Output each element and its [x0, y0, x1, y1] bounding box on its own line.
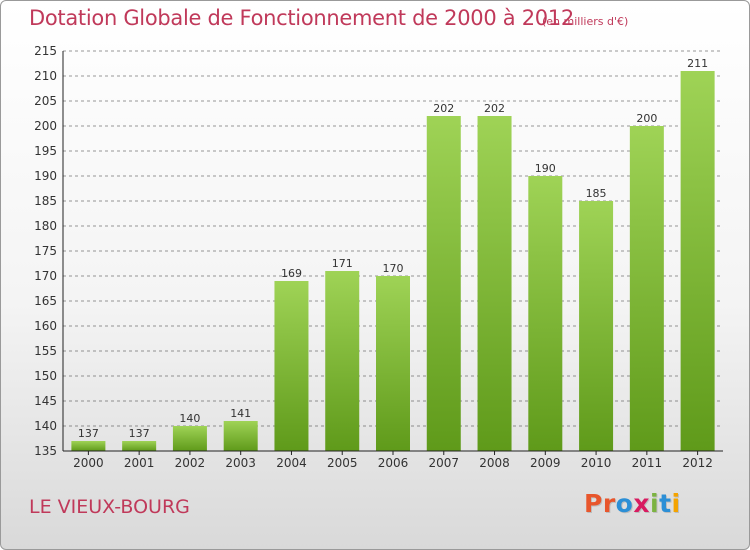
- bar: [274, 281, 309, 451]
- logo-letter: P: [584, 489, 603, 518]
- bar-value-label: 169: [281, 267, 302, 280]
- logo-letter: x: [633, 489, 650, 518]
- bar-value-label: 202: [484, 102, 505, 115]
- axes: 135 140 145 150 155 160 165 170 175 180 185 190 195 2…: [34, 44, 723, 470]
- bar-value-label: 170: [383, 262, 404, 275]
- y-tick-label: 165: [34, 294, 57, 308]
- bar: [172, 426, 207, 451]
- y-tick-label: 175: [34, 244, 57, 258]
- x-tick-label: 2001: [124, 456, 155, 470]
- bar: [629, 126, 664, 451]
- logo-letter: r: [602, 489, 616, 518]
- x-tick-label: 2006: [378, 456, 409, 470]
- logo-letter: i: [650, 489, 660, 518]
- logo-letter: i: [671, 489, 681, 518]
- x-tick-label: 2009: [530, 456, 561, 470]
- x-tick-label: 2008: [479, 456, 510, 470]
- y-tick-label: 210: [34, 69, 57, 83]
- y-tick-label: 150: [34, 369, 57, 383]
- bar-value-label: 137: [78, 427, 99, 440]
- bar-value-label: 211: [687, 57, 708, 70]
- y-tick-label: 155: [34, 344, 57, 358]
- y-tick-label: 205: [34, 94, 57, 108]
- bar: [680, 71, 715, 451]
- bar-value-label: 200: [636, 112, 657, 125]
- bar-value-label: 171: [332, 257, 353, 270]
- logo-letter: o: [615, 489, 634, 518]
- y-tick-label: 135: [34, 444, 57, 458]
- chart-subtitle: (en milliers d'€): [542, 15, 629, 28]
- y-tick-label: 185: [34, 194, 57, 208]
- x-tick-label: 2000: [73, 456, 104, 470]
- y-tick-label: 170: [34, 269, 57, 283]
- bar-value-label: 190: [535, 162, 556, 175]
- y-tick-label: 160: [34, 319, 57, 333]
- x-tick-label: 2004: [276, 456, 307, 470]
- x-tick-label: 2005: [327, 456, 358, 470]
- bar-value-label: 185: [586, 187, 607, 200]
- x-tick-label: 2010: [581, 456, 612, 470]
- bar: [122, 441, 157, 451]
- bar: [426, 116, 461, 451]
- bar-value-label: 202: [433, 102, 454, 115]
- y-tick-label: 195: [34, 144, 57, 158]
- commune-name: LE VIEUX-BOURG: [29, 496, 190, 518]
- x-tick-label: 2012: [682, 456, 713, 470]
- bar: [71, 441, 106, 451]
- bar-value-label: 140: [179, 412, 200, 425]
- logo-letter: t: [659, 489, 672, 518]
- bar-value-label: 141: [230, 407, 251, 420]
- x-tick-label: 2007: [428, 456, 459, 470]
- bar-value-label: 137: [129, 427, 150, 440]
- x-tick-label: 2011: [632, 456, 663, 470]
- x-tick-label: 2002: [175, 456, 206, 470]
- y-tick-label: 215: [34, 44, 57, 58]
- proxiti-logo[interactable]: Proxiti: [584, 489, 681, 518]
- bar: [528, 176, 563, 451]
- chart-title: Dotation Globale de Fonctionnement de 20…: [29, 6, 574, 30]
- y-tick-label: 200: [34, 119, 57, 133]
- bar: [325, 271, 360, 451]
- bar: [223, 421, 258, 451]
- x-tick-label: 2003: [225, 456, 256, 470]
- y-tick-label: 180: [34, 219, 57, 233]
- bar: [477, 116, 512, 451]
- y-tick-label: 190: [34, 169, 57, 183]
- y-tick-label: 145: [34, 394, 57, 408]
- bar: [579, 201, 614, 451]
- y-tick-label: 140: [34, 419, 57, 433]
- bar: [376, 276, 410, 451]
- bars: 137 137 140 141 169 171 170 202 202 190 185 200 211: [71, 57, 715, 451]
